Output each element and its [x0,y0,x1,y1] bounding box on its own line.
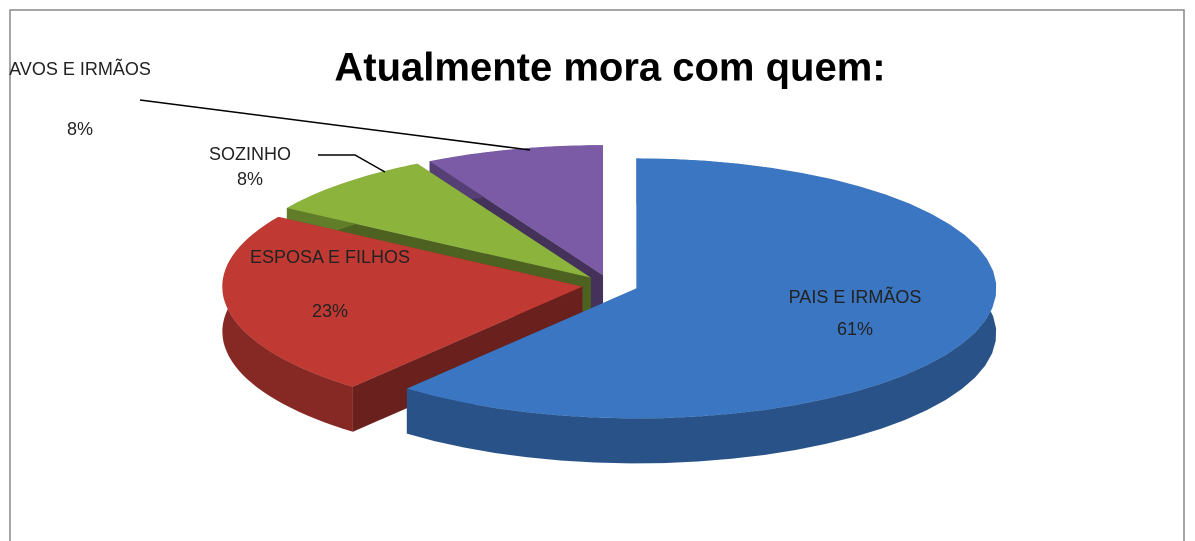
data-label-value: 8% [67,119,93,139]
data-label-name: AVOS E IRMÃOS [9,58,151,79]
data-label-name: SOZINHO [209,144,291,164]
data-label-value: 8% [237,169,263,189]
slice-top [406,158,997,419]
slice [406,158,997,464]
data-label-value: 61% [837,319,873,339]
slice-top [286,163,591,278]
slice-edge [406,158,997,464]
data-label-name: PAIS E IRMÃOS [789,286,922,307]
slice-top [429,145,604,276]
leader-line [318,154,386,173]
data-label-value: 23% [312,301,348,321]
slice-top [222,216,583,387]
leader-line [139,99,531,151]
pie [222,145,997,464]
chart-title: Atualmente mora com quem: [334,46,885,90]
data-label-name: ESPOSA E FILHOS [250,247,410,267]
